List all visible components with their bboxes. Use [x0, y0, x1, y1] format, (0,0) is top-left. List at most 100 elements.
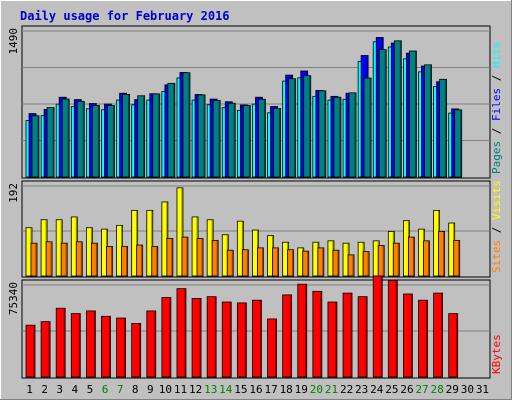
- bar-pages: [378, 49, 387, 178]
- bar-pages: [91, 105, 100, 178]
- bar-pages: [182, 72, 191, 178]
- bar-body: [146, 209, 154, 277]
- bar-body: [90, 242, 98, 277]
- bar-body: [393, 40, 402, 178]
- bar-pages: [197, 94, 206, 178]
- day-label: 16: [249, 383, 262, 396]
- chart-title: Daily usage for February 2016: [20, 9, 230, 23]
- bar-kbytes: [25, 324, 36, 378]
- bar-pages: [31, 115, 40, 178]
- bar-visits: [236, 220, 244, 277]
- bar-sites: [257, 247, 264, 277]
- bar-body: [302, 250, 310, 277]
- day-label: 14: [219, 383, 233, 396]
- bar-pages: [409, 50, 417, 178]
- bar-body: [136, 244, 144, 277]
- bar-body: [288, 78, 297, 178]
- bar-body: [161, 297, 172, 378]
- bar-pages: [242, 105, 251, 178]
- bar-body: [107, 105, 115, 178]
- bar-body: [297, 283, 308, 378]
- bar-sites: [121, 246, 128, 277]
- bar-body: [70, 313, 81, 378]
- bar-body: [197, 94, 206, 178]
- bar-shade: [154, 311, 156, 377]
- bar-sites: [362, 251, 370, 277]
- bar-shade: [65, 243, 67, 276]
- bar-shade: [426, 300, 428, 377]
- bar-body: [267, 318, 277, 378]
- bar-shade: [241, 221, 244, 276]
- bar-shade: [414, 51, 417, 177]
- bar-shade: [277, 248, 279, 276]
- bar-body: [91, 105, 100, 178]
- day-label: 1: [26, 383, 33, 396]
- bar-shade: [412, 237, 415, 276]
- bar-body: [327, 301, 338, 378]
- bar-pages: [258, 98, 266, 178]
- bar-shade: [158, 94, 160, 177]
- bar-sites: [30, 242, 38, 277]
- bar-sites: [106, 246, 113, 277]
- bar-kbytes: [312, 290, 323, 378]
- bar-shade: [335, 302, 337, 377]
- bar-sites: [166, 238, 174, 277]
- day-label: 25: [385, 383, 398, 396]
- bar-shade: [37, 116, 39, 177]
- day-label: 2: [41, 383, 48, 396]
- bar-body: [167, 82, 176, 178]
- bar-body: [30, 242, 38, 277]
- bar-kbytes: [206, 296, 217, 378]
- bar-shade: [369, 78, 371, 177]
- bar-shade: [184, 289, 186, 377]
- bar-sites: [347, 254, 355, 277]
- bar-shade: [259, 300, 262, 377]
- day-label: 20: [310, 383, 323, 396]
- day-label: 6: [102, 383, 109, 396]
- legend-separator: /: [490, 220, 503, 240]
- bar-shade: [218, 100, 220, 177]
- bar-kbytes: [70, 313, 81, 378]
- bar-shade: [354, 93, 356, 177]
- panel-max-label: 75340: [7, 282, 20, 315]
- bar-shade: [380, 276, 382, 377]
- bar-body: [227, 102, 236, 178]
- bar-shade: [324, 91, 326, 177]
- bar-shade: [128, 94, 130, 177]
- bar-pages: [393, 40, 402, 178]
- bar-shade: [350, 293, 352, 377]
- bar-body: [408, 236, 415, 277]
- bar-body: [454, 109, 463, 178]
- bar-sites: [181, 236, 189, 277]
- bar-body: [61, 98, 70, 178]
- bar-body: [303, 75, 312, 178]
- day-label: 15: [234, 383, 247, 396]
- bar-shade: [290, 295, 292, 377]
- bar-pages: [454, 109, 463, 178]
- bar-body: [439, 78, 448, 178]
- bar-body: [241, 249, 249, 277]
- day-label: 31: [476, 383, 489, 396]
- bar-shade: [186, 237, 188, 276]
- bar-body: [116, 317, 126, 378]
- bar-shade: [399, 41, 402, 177]
- bar-body: [131, 323, 142, 378]
- bar-body: [236, 220, 244, 277]
- bar-body: [357, 296, 368, 378]
- bar-body: [317, 247, 325, 277]
- bar-pages: [424, 64, 432, 178]
- bar-shade: [229, 302, 231, 377]
- bar-body: [131, 209, 139, 277]
- bar-shade: [35, 243, 37, 276]
- bar-body: [166, 238, 174, 277]
- day-label: 9: [147, 383, 154, 396]
- day-label: 19: [295, 383, 308, 396]
- bar-shade: [244, 303, 247, 377]
- bar-body: [211, 239, 219, 277]
- bar-shade: [141, 245, 143, 276]
- bar-body: [392, 242, 400, 277]
- bar-body: [424, 64, 432, 178]
- bar-shade: [443, 231, 445, 276]
- bar-kbytes: [448, 313, 459, 378]
